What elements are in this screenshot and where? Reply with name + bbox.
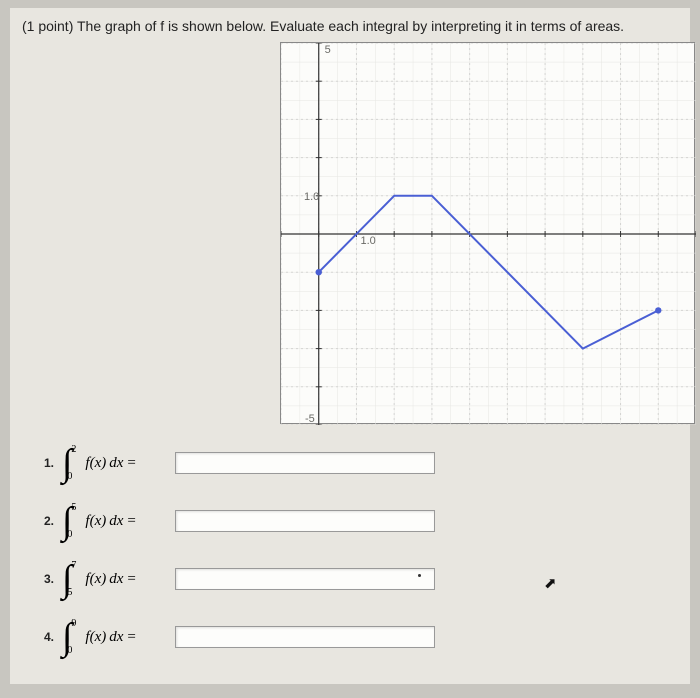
lower-bound: 0 bbox=[67, 529, 72, 540]
question-row: 1. ∫ 2 0 f(x) dx = bbox=[40, 442, 678, 484]
graph-container: -1101.01.05-5 bbox=[280, 42, 678, 424]
differential: dx bbox=[106, 455, 123, 472]
integral-expr: ∫ 9 0 f(x) dx = bbox=[62, 616, 167, 658]
svg-text:1.0: 1.0 bbox=[304, 191, 319, 203]
equals: = bbox=[123, 455, 139, 472]
question-row: 2. ∫ 5 0 f(x) dx = bbox=[40, 500, 678, 542]
upper-bound: 2 bbox=[71, 444, 76, 455]
integrand: f(x) bbox=[84, 513, 106, 530]
question-prompt: (1 point) The graph of f is shown below.… bbox=[22, 18, 678, 34]
upper-bound: 9 bbox=[71, 618, 76, 629]
integral-expr: ∫ 5 0 f(x) dx = bbox=[62, 500, 167, 542]
equals: = bbox=[123, 513, 139, 530]
svg-text:5: 5 bbox=[325, 44, 331, 56]
integrand: f(x) bbox=[84, 571, 106, 588]
answer-input-3[interactable] bbox=[175, 568, 435, 590]
integral-expr: ∫ 2 0 f(x) dx = bbox=[62, 442, 167, 484]
lower-bound: 0 bbox=[67, 471, 72, 482]
integrand: f(x) bbox=[84, 455, 106, 472]
stray-dot bbox=[418, 574, 421, 577]
answers-block: 1. ∫ 2 0 f(x) dx = 2. ∫ 5 0 f(x bbox=[40, 442, 678, 658]
differential: dx bbox=[106, 629, 123, 646]
answer-input-2[interactable] bbox=[175, 510, 435, 532]
lower-bound: 0 bbox=[67, 645, 72, 656]
differential: dx bbox=[106, 513, 123, 530]
upper-bound: 7 bbox=[71, 560, 76, 571]
upper-bound: 5 bbox=[71, 502, 76, 513]
question-number: 1. bbox=[40, 456, 54, 470]
integrand: f(x) bbox=[84, 629, 106, 646]
question-row: 4. ∫ 9 0 f(x) dx = bbox=[40, 616, 678, 658]
lower-bound: 5 bbox=[67, 587, 72, 598]
equals: = bbox=[123, 629, 139, 646]
question-row: 3. ∫ 7 5 f(x) dx = bbox=[40, 558, 678, 600]
svg-text:-5: -5 bbox=[305, 413, 315, 425]
equals: = bbox=[123, 571, 139, 588]
differential: dx bbox=[106, 571, 123, 588]
integral-expr: ∫ 7 5 f(x) dx = bbox=[62, 558, 167, 600]
graph-plot: -1101.01.05-5 bbox=[280, 42, 695, 424]
svg-text:1.0: 1.0 bbox=[360, 235, 375, 247]
answer-input-1[interactable] bbox=[175, 452, 435, 474]
question-number: 2. bbox=[40, 514, 54, 528]
question-number: 3. bbox=[40, 572, 54, 586]
question-number: 4. bbox=[40, 630, 54, 644]
answer-input-4[interactable] bbox=[175, 626, 435, 648]
